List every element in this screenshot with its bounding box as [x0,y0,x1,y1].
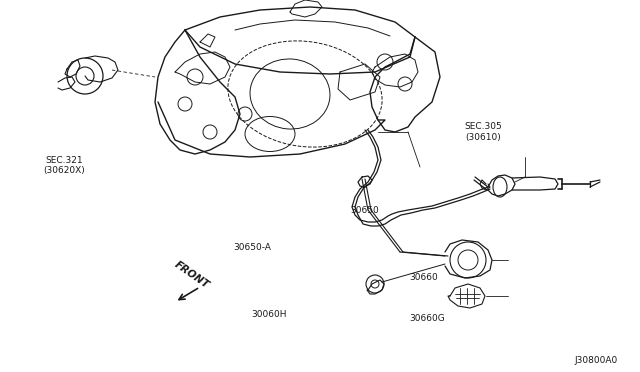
Text: SEC.321
(30620X): SEC.321 (30620X) [43,156,85,175]
Text: 30060H: 30060H [251,310,287,319]
Text: FRONT: FRONT [173,259,211,290]
Text: SEC.305
(30610): SEC.305 (30610) [465,122,502,142]
Text: J30800A0: J30800A0 [574,356,618,365]
Text: 30660: 30660 [410,273,438,282]
Text: 30660G: 30660G [410,314,445,323]
Text: 30650: 30650 [351,206,380,215]
Text: 30650-A: 30650-A [234,243,271,252]
